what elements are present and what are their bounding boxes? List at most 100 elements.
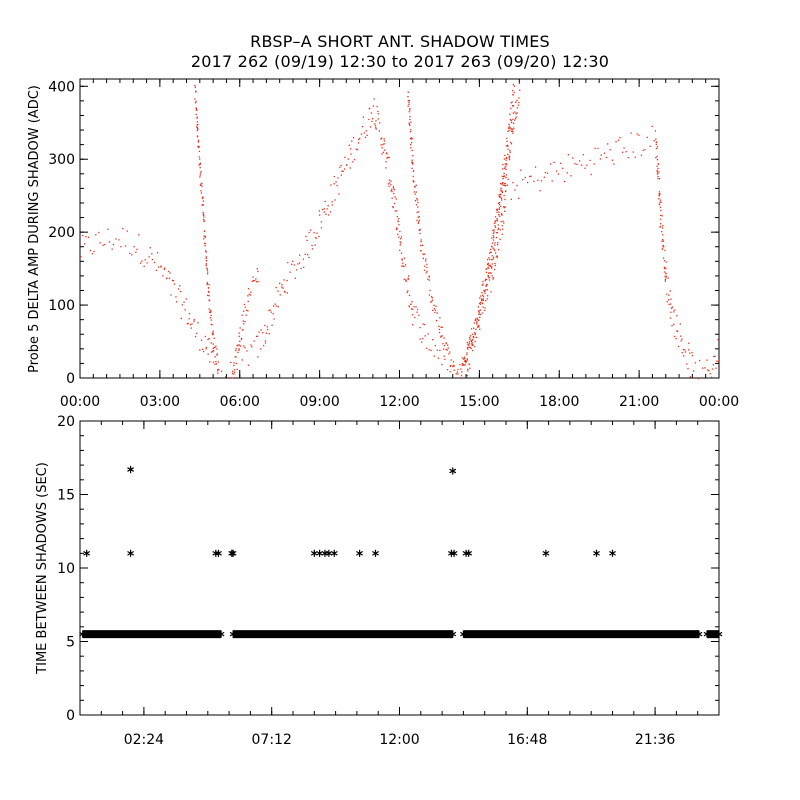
amp-data-point (570, 175, 572, 177)
amp-data-point (708, 370, 710, 372)
amp-data-point (197, 128, 199, 130)
amp-data-point (465, 362, 467, 364)
amp-data-point (331, 204, 333, 206)
amp-data-point (482, 299, 484, 302)
amp-data-point (334, 199, 336, 201)
amp-data-point (199, 164, 201, 166)
amp-data-point (512, 118, 514, 120)
amp-data-point (364, 136, 367, 138)
amp-data-point (252, 276, 254, 278)
amp-data-point (282, 287, 284, 289)
amp-data-point (172, 280, 175, 282)
amp-data-point (505, 176, 507, 179)
amp-data-point (196, 109, 198, 111)
amp-data-point (461, 371, 463, 373)
amp-data-point (204, 245, 206, 247)
amp-data-point (424, 260, 427, 262)
amp-data-point (409, 131, 411, 133)
amp-data-point (412, 314, 414, 316)
amp-data-point (506, 184, 508, 186)
amp-data-point (310, 229, 312, 231)
amp-data-point (342, 170, 344, 172)
amp-data-point (308, 231, 310, 234)
amp-data-point (355, 148, 357, 150)
amp-data-point (409, 109, 411, 111)
amp-data-point (362, 116, 364, 118)
amp-data-point (642, 149, 644, 151)
amp-data-point (122, 227, 124, 230)
amp-data-point (488, 257, 490, 259)
amp-data-point (407, 277, 409, 279)
amp-data-point (611, 159, 614, 161)
amp-data-point (468, 346, 470, 348)
amp-data-point (471, 340, 473, 342)
amp-data-point (388, 182, 391, 184)
amp-data-point (487, 263, 489, 265)
amp-data-point (251, 346, 253, 348)
amp-data-point (540, 180, 543, 182)
amp-data-point (632, 151, 634, 153)
y-tick-label: 0 (66, 708, 75, 724)
amp-data-point (207, 287, 210, 289)
amp-data-point (118, 239, 120, 241)
amp-data-point (490, 265, 492, 267)
amp-data-point (323, 208, 325, 210)
amp-data-point (269, 309, 271, 311)
amp-data-point (487, 275, 489, 277)
amp-data-point (450, 359, 452, 361)
amp-data-point (503, 167, 506, 170)
amp-data-point (341, 170, 343, 172)
amp-data-point (346, 164, 348, 166)
amp-data-point (412, 155, 414, 157)
amp-data-point (358, 138, 360, 141)
shadow-interval-point (695, 630, 703, 638)
amp-data-point (448, 353, 450, 355)
amp-data-point (495, 232, 498, 234)
amp-data-point (470, 339, 472, 342)
amp-data-point (443, 348, 445, 350)
amp-data-point (396, 228, 398, 231)
amp-data-point (436, 312, 438, 314)
amp-data-point (496, 209, 498, 211)
amp-data-point (252, 279, 254, 282)
amp-data-point (203, 216, 205, 218)
amp-data-point (203, 238, 205, 240)
amp-data-point (677, 345, 680, 348)
amp-data-point (209, 361, 211, 363)
amp-data-point (379, 122, 381, 124)
amp-data-point (363, 132, 366, 134)
amp-data-point (201, 348, 204, 350)
amp-data-point (377, 110, 379, 113)
amp-data-point (506, 144, 509, 146)
amp-data-point (508, 127, 510, 129)
amp-data-point (646, 136, 648, 138)
amp-data-point (493, 256, 495, 258)
amp-data-point (402, 265, 404, 267)
amp-data-point (416, 199, 419, 201)
amp-data-point (516, 112, 518, 114)
amp-data-point (329, 211, 332, 213)
amp-data-point (302, 258, 304, 260)
amp-data-point (600, 154, 602, 156)
amp-data-point (234, 356, 236, 358)
amp-data-point (383, 143, 385, 145)
amp-data-point (498, 214, 500, 216)
amp-data-point (337, 177, 339, 179)
amp-data-point (479, 297, 481, 299)
amp-data-point (357, 142, 360, 144)
amp-data-point (256, 335, 259, 337)
amp-data-point (502, 220, 504, 222)
amp-data-point (485, 268, 487, 271)
amp-data-point (670, 307, 673, 309)
amp-data-point (498, 208, 500, 210)
amp-data-point (478, 326, 480, 328)
amp-data-point (470, 347, 472, 350)
amp-data-point (417, 216, 419, 218)
amp-data-point (447, 347, 449, 349)
amp-data-point (508, 129, 510, 131)
amp-data-point (220, 370, 223, 372)
amp-data-point (505, 159, 507, 161)
amp-data-point (466, 341, 468, 344)
amp-data-point (135, 251, 137, 253)
amp-data-point (510, 143, 513, 145)
